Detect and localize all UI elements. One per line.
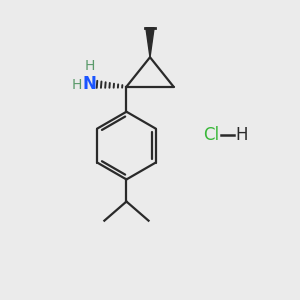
Polygon shape (146, 28, 154, 57)
Text: N: N (83, 75, 97, 93)
Text: H: H (72, 78, 83, 92)
Text: H: H (236, 126, 248, 144)
Text: H: H (85, 59, 95, 73)
Text: Cl: Cl (203, 126, 219, 144)
